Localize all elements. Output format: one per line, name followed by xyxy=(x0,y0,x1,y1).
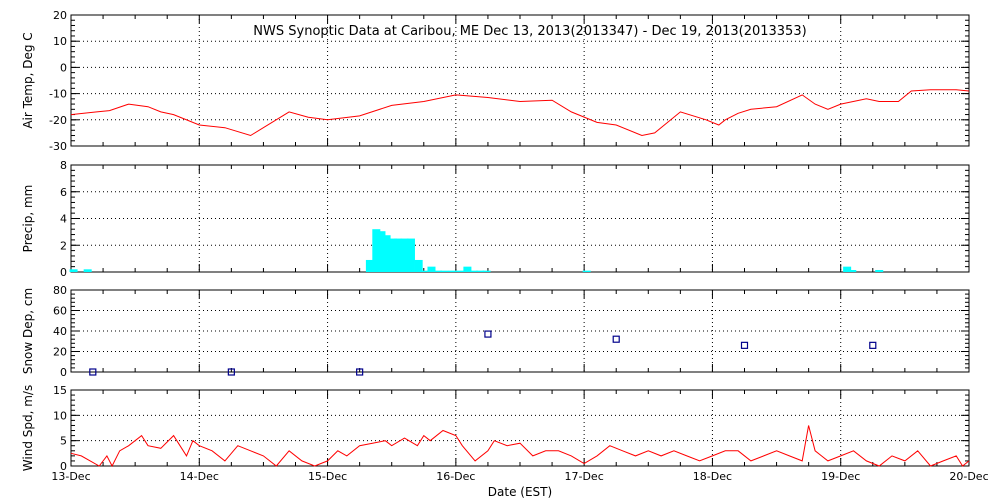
y-tick-label: 6 xyxy=(60,186,67,199)
x-tick-label: 13-Dec xyxy=(51,470,90,483)
x-tick-label: 14-Dec xyxy=(180,470,219,483)
precip-bar xyxy=(482,270,491,272)
x-tick-label: 16-Dec xyxy=(436,470,475,483)
precip-bar xyxy=(848,269,857,272)
series-line-air_temp xyxy=(70,89,970,137)
precip-bar xyxy=(394,238,403,272)
y-axis-label: Precip, mm xyxy=(21,185,35,253)
y-tick-label: 8 xyxy=(60,159,67,172)
snow-depth-marker xyxy=(740,341,749,349)
precip-bar xyxy=(422,270,431,272)
precip-bar xyxy=(388,238,398,272)
snow-depth-marker xyxy=(869,341,877,349)
x-axis-title: Date (EST) xyxy=(488,485,552,499)
snow-depth-marker xyxy=(484,330,492,338)
x-tick-label: 19-Dec xyxy=(821,470,860,483)
panel-air_temp: 20 10 0 -10 -20 -30 Air Temp, Deg C xyxy=(21,9,970,153)
precip-bar xyxy=(372,229,381,272)
y-tick-label: 0 xyxy=(60,61,67,74)
precip-bar xyxy=(427,266,436,272)
precip-bar xyxy=(83,269,92,272)
y-tick-label: 15 xyxy=(53,384,67,397)
precip-bar xyxy=(414,259,423,272)
y-tick-label: -10 xyxy=(49,88,67,101)
precip-bar xyxy=(382,235,391,272)
panel-precip: 8 6 4 2 0 Precip, mm xyxy=(21,159,970,279)
precip-bar xyxy=(400,238,409,272)
precip-bar xyxy=(476,270,485,272)
y-tick-label: 10 xyxy=(53,35,67,48)
y-tick-label: 40 xyxy=(53,325,67,338)
y-tick-label: 80 xyxy=(53,284,67,297)
y-tick-label: 2 xyxy=(60,239,67,252)
x-tick-label: 18-Dec xyxy=(693,470,732,483)
precip-bar xyxy=(463,266,472,272)
snow-depth-marker xyxy=(89,368,97,376)
x-tick-label: 15-Dec xyxy=(308,470,347,483)
y-axis-label: Air Temp, Deg C xyxy=(21,32,35,128)
y-tick-label: 4 xyxy=(60,213,67,226)
chart-title: NWS Synoptic Data at Caribou, ME Dec 13,… xyxy=(253,24,806,39)
y-tick-label: 20 xyxy=(53,9,67,22)
snow-depth-marker xyxy=(356,368,364,376)
x-tick-label: 20-Dec xyxy=(949,470,988,483)
series-line-wind_speed xyxy=(70,425,970,468)
precip-bar xyxy=(455,270,464,272)
y-tick-label: 0 xyxy=(60,366,67,379)
snow-depth-marker xyxy=(612,335,620,343)
y-tick-label: 20 xyxy=(53,346,67,359)
precip-bar xyxy=(843,266,852,272)
y-tick-label: 0 xyxy=(60,266,67,279)
precip-bar xyxy=(875,269,884,272)
precip-bar xyxy=(406,238,415,272)
precip-bar xyxy=(365,259,374,272)
precip-bar xyxy=(447,270,457,272)
panel-frame xyxy=(70,389,970,467)
y-tick-label: 0 xyxy=(60,460,67,473)
precip-bar xyxy=(582,270,591,272)
y-tick-label: 10 xyxy=(53,409,67,422)
precip-bar xyxy=(69,269,78,272)
y-tick-label: 60 xyxy=(53,305,67,318)
y-tick-label: -30 xyxy=(49,140,67,153)
y-tick-label: -20 xyxy=(49,114,67,127)
y-tick-label: 5 xyxy=(60,435,67,448)
snow-depth-marker xyxy=(227,368,235,376)
precip-bar xyxy=(469,270,478,272)
panel-snow_depth: 80 60 40 20 0 Snow Dep, cm xyxy=(21,284,970,379)
precip-bar xyxy=(433,270,442,272)
y-axis-label: Wind Spd, m/s xyxy=(21,385,35,471)
precip-bar xyxy=(440,270,449,272)
y-axis-label: Snow Dep, cm xyxy=(21,288,35,374)
x-tick-label: 17-Dec xyxy=(565,470,604,483)
panel-wind_speed: 15 10 5 0 Wind Spd, m/s 13-Dec 14-Dec 15-Dec 16-… xyxy=(21,384,989,483)
precip-bar xyxy=(377,231,386,272)
